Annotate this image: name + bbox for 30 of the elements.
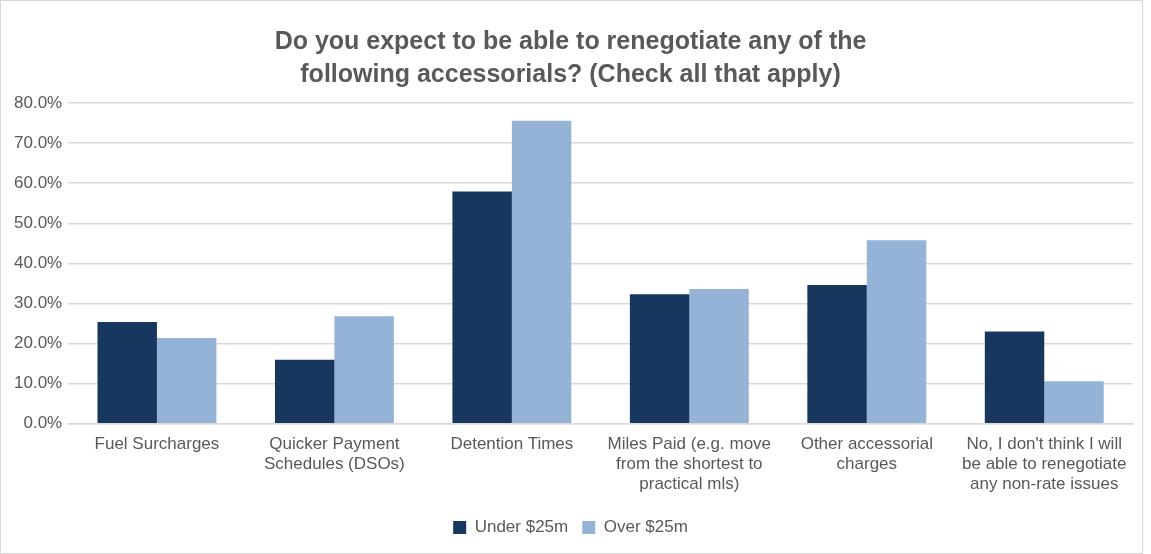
y-tick-label: 50.0% xyxy=(14,212,63,232)
bar xyxy=(274,359,335,424)
bar xyxy=(452,191,512,424)
bar xyxy=(334,316,394,424)
bar xyxy=(1044,381,1104,424)
x-tick-label: Quicker Payment Schedules (DSOs) xyxy=(264,433,405,474)
legend-label: Under $25m xyxy=(474,517,569,537)
bar xyxy=(511,120,572,424)
x-tick-label: Miles Paid (e.g. move from the shortest to practical mls) xyxy=(607,433,772,494)
y-tick-label: 80.0% xyxy=(14,92,63,112)
chart-title: Do you expect to be able to renegotiate any of the following accessorials? (Check all that apply) xyxy=(274,26,867,87)
x-tick-label: Detention Times xyxy=(450,433,574,453)
x-tick-label: Other accessorial charges xyxy=(800,433,933,474)
y-tick-label: 40.0% xyxy=(14,253,63,273)
bar xyxy=(689,289,749,424)
y-tick-label: 10.0% xyxy=(14,373,63,393)
bar xyxy=(629,294,690,424)
bar xyxy=(984,331,1045,424)
x-tick-label: No, I don't think I will be able to renegotiate any non-rate issues xyxy=(962,433,1127,494)
legend-label: Over $25m xyxy=(603,517,688,537)
y-tick-label: 0.0% xyxy=(23,413,63,433)
bar xyxy=(156,337,217,424)
bar xyxy=(866,240,927,424)
bar xyxy=(97,321,157,424)
bar xyxy=(807,285,867,424)
y-tick-label: 30.0% xyxy=(14,293,63,313)
y-tick-label: 60.0% xyxy=(14,172,63,192)
y-tick-label: 70.0% xyxy=(14,132,63,152)
y-tick-label: 20.0% xyxy=(14,333,63,353)
x-tick-label: Fuel Surcharges xyxy=(94,433,220,453)
